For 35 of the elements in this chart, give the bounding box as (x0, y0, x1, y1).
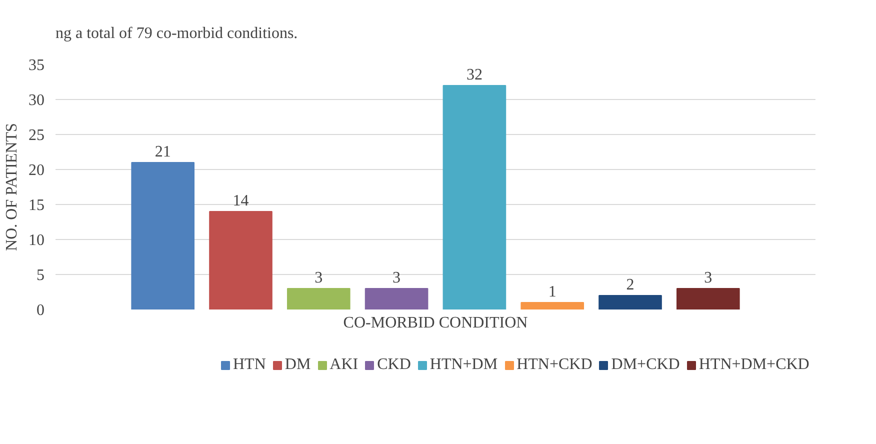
data-label: 3 (314, 270, 323, 286)
data-label: 2 (626, 276, 634, 294)
legend-label: HTN+DM+CKD (698, 356, 810, 374)
data-label: 21 (154, 144, 171, 160)
x-axis-title: CO-MORBID CONDITION (343, 314, 528, 332)
y-tick-label: 35 (28, 57, 44, 74)
legend-label: DM (284, 356, 311, 374)
text: ng a total of 79 co-morbid conditions. (56, 25, 298, 42)
y-axis-title: NO. OF PATIENTS (4, 123, 20, 251)
y-tick-label: 15 (28, 197, 44, 214)
bar (286, 288, 350, 310)
bar (131, 162, 195, 310)
bar (364, 288, 428, 310)
y-tick-label: 5 (36, 267, 44, 284)
y-tick-label: 30 (28, 92, 44, 109)
legend-label: HTN+CKD (516, 356, 592, 374)
bar (520, 302, 584, 310)
y-tick-label: 20 (28, 162, 44, 179)
bar (598, 295, 662, 310)
data-label: 1 (548, 284, 556, 300)
legend-label: HTN (233, 356, 266, 374)
data-label: 32 (466, 66, 482, 84)
bar (676, 288, 740, 310)
y-tick-label: 10 (28, 232, 44, 249)
legend-label: AKI (330, 356, 358, 374)
legend-label: CKD (377, 356, 411, 374)
data-label: 3 (392, 270, 401, 286)
data-label: 14 (232, 192, 249, 210)
y-tick-label: 0 (36, 302, 44, 319)
data-label: 3 (704, 270, 712, 286)
legend-label: HTN+DM (430, 356, 498, 374)
bar (209, 211, 272, 310)
legend-label: DM+CKD (611, 356, 680, 374)
bar (442, 85, 506, 310)
y-tick-label: 25 (28, 127, 44, 144)
